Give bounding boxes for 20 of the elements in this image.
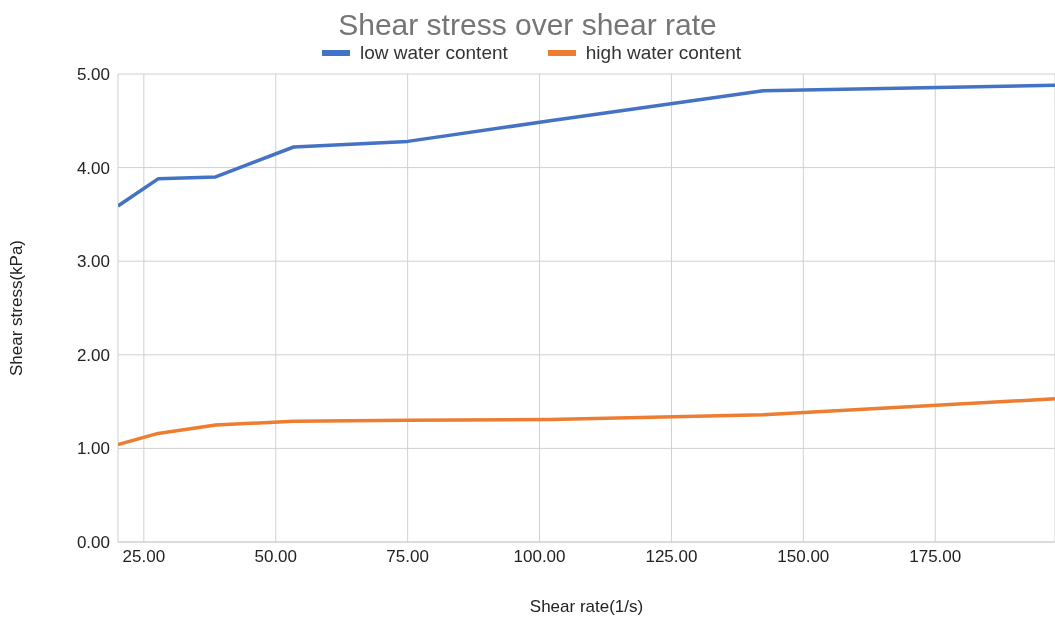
y-tick-label: 5.00 (76, 65, 110, 85)
x-axis-title: Shear rate(1/s) (529, 597, 644, 616)
y-tick-label: 1.00 (76, 439, 110, 459)
legend-label: low water content (358, 42, 508, 64)
x-tick-label: 25.00 (122, 547, 166, 567)
y-tick-label: 0.00 (76, 533, 110, 553)
y-tick-label: 2.00 (76, 345, 110, 365)
legend-label: high water content (584, 42, 742, 64)
x-tick-label: 150.00 (777, 547, 830, 567)
x-tick-label: 125.00 (645, 547, 698, 567)
x-tick-label: 175.00 (909, 547, 962, 567)
line-series (118, 83, 1055, 208)
line-series (118, 397, 1055, 447)
y-axis-title: Shear stress(kPa) (7, 239, 27, 377)
x-tick-label: 50.00 (254, 547, 298, 567)
chart-title: Shear stress over shear rate (337, 8, 718, 42)
y-tick-label: 4.00 (76, 158, 110, 178)
x-tick-label: 75.00 (386, 547, 429, 567)
x-tick-label: 100.00 (513, 547, 566, 567)
y-tick-label: 3.00 (76, 252, 110, 272)
